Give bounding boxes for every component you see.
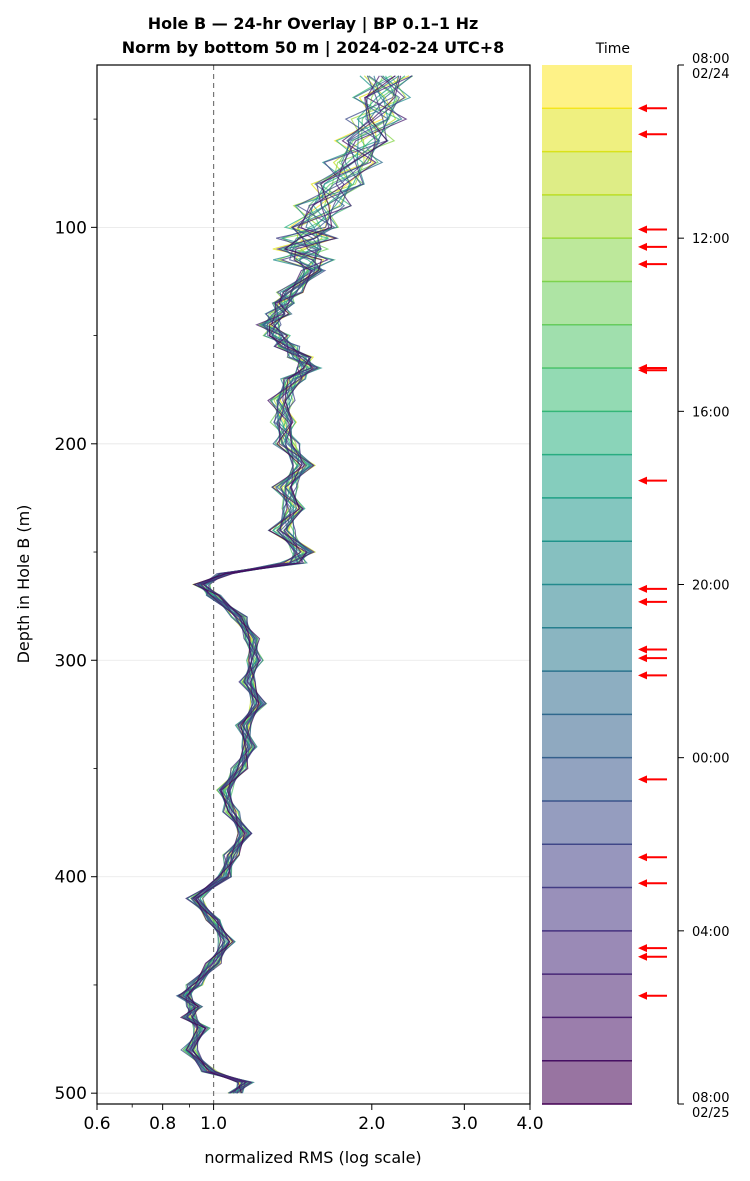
x-axis: 0.6 0.8 1.0 2.0 3.0 4.0	[83, 1104, 544, 1134]
event-arrow-15	[638, 853, 667, 862]
colorbar-band-8	[542, 368, 632, 412]
event-arrow-12	[638, 654, 667, 663]
chart-title: Hole B — 24-hr Overlay | BP 0.1–1 Hz	[148, 14, 479, 34]
colorbar-arrows	[638, 104, 667, 1000]
event-arrow-13	[638, 671, 667, 680]
series-line-17	[175, 75, 401, 1094]
colorbar-tick-label-2: 16:00	[692, 405, 729, 420]
series-line-22	[185, 75, 408, 1094]
event-arrow-1	[638, 104, 667, 113]
colorbar-band-23	[542, 1017, 632, 1061]
colorbar-band-9	[542, 411, 632, 455]
event-arrow-2	[638, 130, 667, 139]
x-axis-label: normalized RMS (log scale)	[204, 1148, 421, 1167]
colorbar-band-7	[542, 324, 632, 369]
y-tick-label-2: 300	[55, 651, 87, 671]
y-tick-label-1: 200	[55, 435, 87, 455]
event-arrow-18	[638, 952, 667, 961]
colorbar-band-5	[542, 238, 632, 282]
colorbar-band-22	[542, 974, 632, 1018]
plot-area: 0.6 0.8 1.0 2.0 3.0 4.0 100 200 300 400 500	[55, 64, 544, 1134]
event-arrow-14	[638, 775, 667, 784]
colorbar-tick-label-6: 08:00 02/25	[692, 1091, 729, 1121]
colorbar-band-19	[542, 844, 632, 888]
y-gridlines	[97, 226, 530, 1094]
series-line-19	[186, 75, 388, 1094]
event-arrow-19	[638, 991, 667, 1000]
colorbar-title: Time	[595, 41, 630, 57]
colorbar-bands	[542, 65, 632, 1105]
event-arrow-4	[638, 242, 667, 251]
colorbar-band-2	[542, 108, 632, 152]
colorbar-band-6	[542, 281, 632, 325]
y-axis: 100 200 300 400 500	[55, 118, 97, 1104]
colorbar-tick-label-5: 04:00	[692, 925, 729, 940]
event-arrow-9	[638, 584, 667, 593]
time-colorbar: Time 08:00 02/24 12:00 16:00 20:00 00:00 04:00…	[542, 41, 729, 1121]
colorbar-band-1	[542, 65, 632, 109]
event-arrow-8	[638, 476, 667, 485]
x-tick-label-5: 4.0	[516, 1114, 543, 1134]
colorbar-band-24	[542, 1060, 632, 1104]
colorbar-band-18	[542, 800, 632, 845]
colorbar-band-15	[542, 671, 632, 715]
colorbar-tick-label-0: 08:00 02/24	[692, 52, 729, 82]
event-arrow-11	[638, 645, 667, 654]
colorbar-band-3	[542, 151, 632, 195]
series-lines	[175, 75, 414, 1094]
colorbar-band-17	[542, 757, 632, 801]
colorbar-band-11	[542, 497, 632, 542]
series-line-24	[179, 75, 396, 1094]
x-tick-label-2: 1.0	[200, 1114, 227, 1134]
series-line-13	[185, 75, 400, 1094]
colorbar-tick-label-3: 20:00	[692, 579, 729, 594]
event-arrow-3	[638, 225, 667, 234]
event-arrow-16	[638, 879, 667, 888]
x-tick-label-0: 0.6	[83, 1114, 110, 1134]
x-tick-label-4: 3.0	[451, 1114, 478, 1134]
colorbar-band-14	[542, 627, 632, 672]
plot-frame	[96, 64, 531, 1105]
colorbar-band-20	[542, 887, 632, 931]
event-arrow-7	[638, 366, 667, 375]
chart-subtitle: Norm by bottom 50 m | 2024-02-24 UTC+8	[122, 38, 505, 58]
colorbar-ticks: 08:00 02/24 12:00 16:00 20:00 00:00 04:00 08:00…	[678, 52, 729, 1121]
y-tick-label-4: 500	[55, 1084, 87, 1104]
event-arrow-5	[638, 260, 667, 269]
y-tick-label-0: 100	[55, 218, 87, 238]
colorbar-tick-label-1: 12:00	[692, 232, 729, 247]
y-tick-label-3: 400	[55, 868, 87, 888]
colorbar-band-4	[542, 194, 632, 239]
x-tick-label-3: 2.0	[358, 1114, 385, 1134]
x-tick-label-1: 0.8	[149, 1114, 176, 1134]
colorbar-band-16	[542, 714, 632, 758]
event-arrow-10	[638, 597, 667, 606]
y-axis-label: Depth in Hole B (m)	[14, 505, 33, 664]
colorbar-band-21	[542, 930, 632, 975]
series-line-23	[177, 75, 402, 1094]
event-arrow-17	[638, 944, 667, 953]
colorbar-band-13	[542, 584, 632, 628]
colorbar-band-12	[542, 541, 632, 585]
colorbar-band-10	[542, 454, 632, 498]
colorbar-tick-label-4: 00:00	[692, 752, 729, 767]
